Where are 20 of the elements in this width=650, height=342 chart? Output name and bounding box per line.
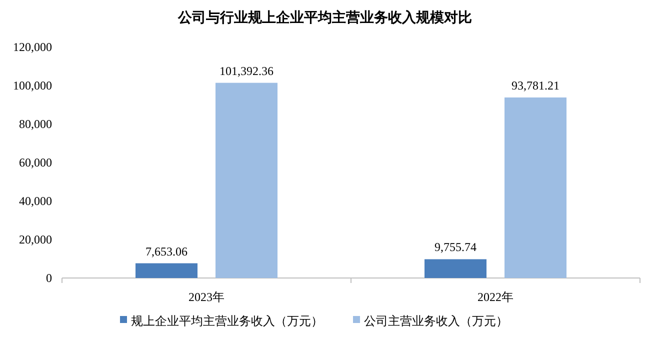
legend-label: 规上企业平均主营业务收入（万元） <box>131 314 323 328</box>
data-label: 7,653.06 <box>146 244 188 258</box>
bar <box>136 263 198 278</box>
legend-label: 公司主营业务收入（万元） <box>364 314 508 328</box>
y-tick-label: 100,000 <box>13 78 52 92</box>
bar <box>504 97 566 278</box>
data-label: 93,781.21 <box>512 78 560 92</box>
data-label: 9,755.74 <box>434 240 476 254</box>
x-tick-label: 2022年 <box>478 290 514 304</box>
y-tick-label: 60,000 <box>19 156 52 170</box>
data-label: 101,392.36 <box>220 64 274 78</box>
x-tick-label: 2023年 <box>188 290 224 304</box>
bar <box>424 259 486 278</box>
y-tick-label: 120,000 <box>13 40 52 54</box>
y-tick-label: 0 <box>46 271 52 285</box>
y-tick-label: 80,000 <box>19 117 52 131</box>
bar <box>216 82 278 278</box>
y-tick-label: 40,000 <box>19 194 52 208</box>
y-tick-label: 20,000 <box>19 232 52 246</box>
chart-title: 公司与行业规上企业平均主营业务收入规模对比 <box>177 9 472 26</box>
